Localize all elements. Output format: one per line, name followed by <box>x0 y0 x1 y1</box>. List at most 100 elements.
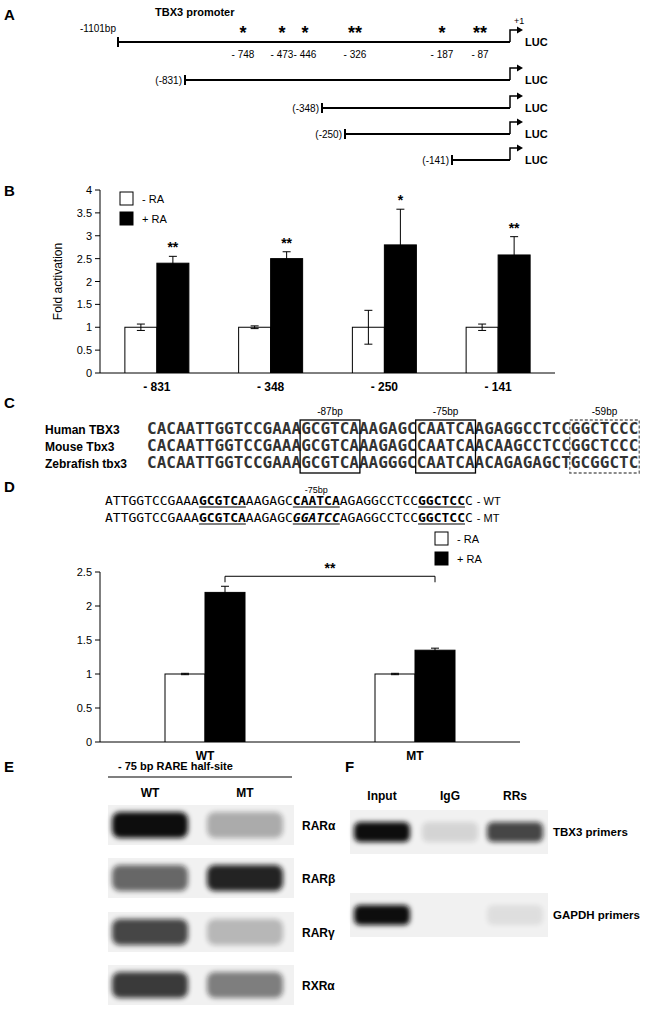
legend-swatch <box>120 212 133 225</box>
band <box>112 812 188 838</box>
motif-box <box>416 420 476 473</box>
y-tick <box>95 327 100 328</box>
primer-label: GAPDH primers <box>553 909 640 921</box>
y-tick-label: 4 <box>86 184 92 196</box>
primer-label: TBX3 primers <box>553 826 628 838</box>
blot-header: - 75 bp RARE half-site <box>118 760 233 772</box>
significance: * <box>398 192 404 208</box>
tss-label: +1 <box>514 16 524 26</box>
row-label: - WT <box>477 495 501 507</box>
band <box>422 822 478 842</box>
significance: ** <box>325 560 336 576</box>
site-label: - 446 <box>294 49 317 60</box>
y-tick <box>95 281 100 282</box>
band <box>354 822 410 842</box>
blot-background <box>108 965 294 1005</box>
lane-label: RRs <box>503 789 527 803</box>
band <box>112 865 188 891</box>
gel-background <box>350 810 548 854</box>
y-tick-label: 1 <box>86 668 92 680</box>
error-bar <box>283 252 291 266</box>
x-tick-label: - 348 <box>257 380 285 394</box>
sequence-segment: CAATCA <box>293 493 340 508</box>
lane-label: Input <box>367 789 396 803</box>
site-star: ** <box>473 23 487 43</box>
y-tick-label: 2 <box>86 600 92 612</box>
x-tick-label: MT <box>406 749 424 763</box>
bar <box>205 592 245 742</box>
band <box>207 812 283 838</box>
sequence-segment: GGATCC <box>293 510 340 525</box>
y-tick-label: 2.5 <box>77 566 92 578</box>
band <box>487 905 543 925</box>
x-axis <box>100 742 520 743</box>
protein-label: RARα <box>302 819 336 833</box>
motif-box <box>570 420 639 473</box>
underline <box>293 507 340 508</box>
x-tick-label: - 141 <box>484 380 512 394</box>
reporter-label: LUC <box>525 102 548 114</box>
panel-letter: F <box>345 758 354 775</box>
lane-label: WT <box>141 786 160 800</box>
error-bar <box>510 237 518 274</box>
promoter-title: TBX3 promoter <box>155 6 235 18</box>
sequence-segment: GCGTCA <box>199 510 246 525</box>
blot-background <box>108 805 294 845</box>
motif-label: -59bp <box>592 406 618 417</box>
legend-label: - RA <box>142 193 165 205</box>
start-label: -1101bp <box>80 23 116 34</box>
construct-label: (-141) <box>422 155 449 166</box>
significance: ** <box>281 235 292 251</box>
band <box>207 865 283 891</box>
lane-label: IgG <box>440 789 460 803</box>
y-tick <box>95 606 100 607</box>
site-star: * <box>239 23 246 43</box>
arrow-head <box>517 65 523 72</box>
site-star: * <box>301 23 308 43</box>
construct-label: (-348) <box>292 103 319 114</box>
y-tick <box>95 708 100 709</box>
significance: ** <box>167 239 178 255</box>
site-label: - 326 <box>344 49 367 60</box>
motif-label: -87bp <box>317 406 343 417</box>
arrow-head <box>517 145 523 152</box>
error-bar <box>391 673 399 674</box>
band <box>207 972 283 998</box>
panel-c: Human TBX3CACAATTGGTCCGAAAGCGTCAAAGAGCCA… <box>45 406 639 473</box>
y-tick-label: 2 <box>86 276 92 288</box>
error-bar <box>251 326 259 329</box>
motif-box <box>300 420 360 473</box>
legend-swatch <box>120 192 133 205</box>
bar-chart: 00.511.522.5WTMT**- RA+ RA <box>77 532 520 763</box>
sequence-segment: GGCTCC <box>418 510 465 525</box>
legend: - RA+ RA <box>120 192 167 225</box>
significance-bracket <box>225 576 435 582</box>
construct-line <box>452 159 510 161</box>
x-tick-label: - 831 <box>143 380 171 394</box>
band <box>354 905 410 925</box>
y-tick <box>95 674 100 675</box>
protein-label: RARγ <box>302 926 335 940</box>
y-tick <box>95 640 100 641</box>
header-line <box>108 776 292 777</box>
bar <box>125 327 157 373</box>
sequence-segment: AGAGGCCTCC <box>340 493 418 508</box>
underline <box>199 507 246 508</box>
sequence-segment: ATTGGTCCGAAA <box>105 493 199 508</box>
species-label: Human TBX3 <box>45 423 120 437</box>
bar <box>239 327 271 373</box>
y-tick-label: 3.5 <box>77 207 92 219</box>
bar <box>466 327 498 373</box>
site-label: - 748 <box>232 49 255 60</box>
error-bar <box>221 586 229 598</box>
panel-e: - 75 bp RARE half-siteWTMTRARαRARβRARγRX… <box>108 760 336 1005</box>
sequence-segment: GCGTCA <box>199 493 246 508</box>
construct-tick <box>451 155 453 165</box>
y-tick-label: 1 <box>86 321 92 333</box>
site-label: - 187 <box>431 49 454 60</box>
promoter-start-tick <box>117 37 119 47</box>
band <box>487 822 543 842</box>
y-tick-label: 0 <box>86 736 92 748</box>
error-bar <box>181 673 189 674</box>
sequence-segment: C <box>465 493 473 508</box>
